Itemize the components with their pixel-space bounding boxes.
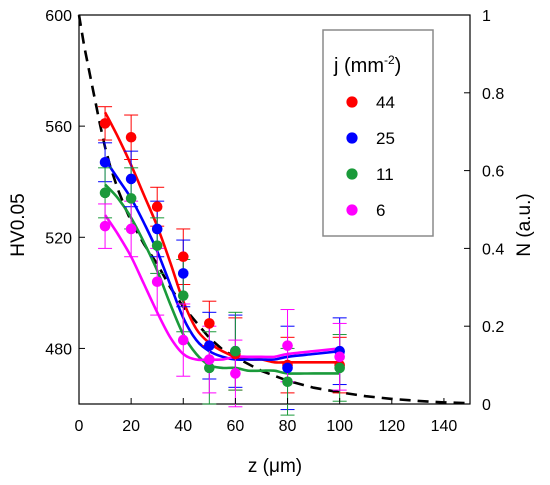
y-left-tick-label: 560	[45, 119, 72, 136]
x-axis-title-main: z (	[248, 456, 270, 477]
legend-label-44: 44	[376, 93, 395, 112]
x-axis-title: z (μm)	[248, 456, 302, 477]
data-point-25	[125, 173, 137, 185]
axes-layer: 0 20 40 60 80 100 120 140 480 520 560 600 0 0.2 0.4 0.6…	[45, 8, 504, 435]
legend-marker-25	[346, 132, 358, 144]
y-left-tick-label: 520	[45, 230, 72, 247]
legend-label-6: 6	[376, 201, 385, 220]
y-right-tick-label: 0.6	[482, 164, 504, 181]
data-point-6	[282, 340, 293, 351]
y-right-tick-label: 0.4	[482, 241, 504, 258]
legend-label-25: 25	[376, 129, 395, 148]
data-point-25	[204, 340, 215, 351]
data-point-11	[177, 290, 189, 301]
plot-area	[78, 14, 471, 405]
y-right-tick-label: 1	[482, 8, 491, 25]
y-left-tick-label: 600	[45, 8, 72, 25]
y-axis-right-title: N (a.u.)	[514, 193, 535, 256]
data-point-11	[204, 362, 215, 374]
data-point-44	[99, 118, 111, 129]
data-point-6	[99, 220, 111, 232]
legend-box	[322, 29, 434, 237]
y-right-tick-label: 0	[482, 397, 491, 414]
data-point-11	[230, 345, 241, 357]
x-tick-label: 100	[326, 418, 353, 435]
data-point-6	[334, 351, 345, 363]
data-point-44	[177, 251, 189, 263]
x-tick-label: 40	[174, 418, 192, 435]
data-point-25	[151, 223, 163, 235]
data-point-25	[99, 156, 111, 168]
legend-title-sup: -2	[384, 53, 395, 67]
data-point-11	[334, 362, 345, 374]
data-point-6	[230, 368, 241, 379]
data-point-11	[99, 187, 111, 199]
x-tick-label: 120	[378, 418, 405, 435]
legend-title: j (mm-2)	[333, 53, 401, 77]
x-tick-label: 20	[122, 418, 140, 435]
y-right-tick-label: 0.2	[482, 319, 504, 336]
legend-marker-11	[346, 168, 358, 180]
plot-frame	[78, 14, 471, 405]
x-tick-label: 140	[431, 418, 458, 435]
legend-marker-6	[346, 204, 358, 216]
data-point-25	[177, 268, 189, 279]
x-tick-label: 80	[279, 418, 297, 435]
data-point-44	[151, 201, 163, 213]
legend: j (mm-2) 44 25 11 6	[322, 29, 434, 237]
x-axis-title-mu: μ	[269, 456, 280, 477]
data-point-6	[177, 334, 189, 346]
legend-marker-44	[346, 96, 358, 108]
legend-label-11: 11	[376, 165, 394, 184]
data-point-44	[125, 131, 137, 143]
x-axis-title-unit: m)	[280, 456, 302, 477]
data-point-11	[151, 240, 163, 251]
data-points-layer	[99, 118, 345, 388]
data-point-6	[204, 354, 215, 365]
legend-title-end: )	[395, 55, 402, 77]
data-point-6	[125, 223, 137, 235]
data-point-11	[125, 193, 137, 204]
legend-title-main: j (mm	[333, 55, 384, 77]
data-point-25	[282, 362, 293, 374]
y-right-tick-label: 0.8	[482, 86, 504, 103]
x-tick-label: 60	[227, 418, 245, 435]
y-axis-left-title: HV0.05	[8, 193, 29, 256]
data-point-6	[151, 276, 163, 288]
legend-items: 44 25 11 6	[346, 93, 395, 220]
fit-lines-layer	[103, 111, 340, 375]
data-point-11	[282, 376, 293, 388]
data-point-44	[204, 318, 215, 329]
y-left-tick-label: 480	[45, 341, 72, 358]
x-tick-label: 0	[75, 418, 84, 435]
